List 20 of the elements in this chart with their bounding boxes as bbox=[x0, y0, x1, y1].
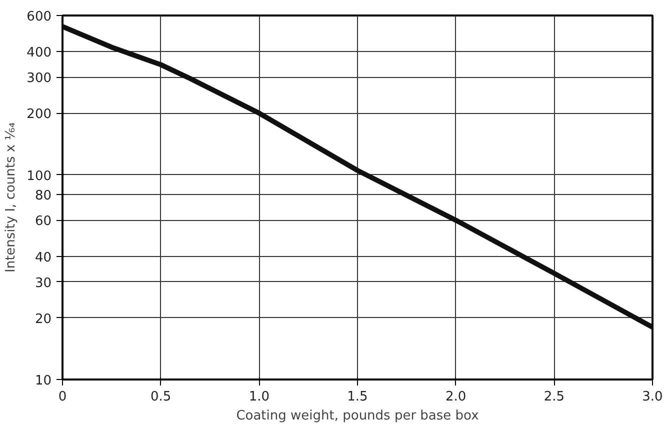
y-tick-label: 60 bbox=[34, 214, 52, 230]
x-tick-label: 0 bbox=[58, 390, 67, 404]
y-tick-label: 40 bbox=[34, 250, 52, 266]
y-tick-label: 300 bbox=[26, 71, 52, 86]
x-tick-label: 2.0 bbox=[445, 390, 466, 404]
x-tick-label: 2.5 bbox=[544, 390, 565, 404]
x-axis-title: Coating weight, pounds per base box bbox=[236, 408, 480, 424]
y-tick-label: 10 bbox=[34, 374, 52, 388]
y-tick-label: 20 bbox=[34, 312, 52, 327]
x-tick-label: 3.0 bbox=[642, 390, 663, 404]
y-tick-label: 80 bbox=[34, 188, 52, 204]
y-axis-title: Intensity I, counts x ¹⁄₆₄ bbox=[4, 122, 19, 273]
y-tick-label: 400 bbox=[26, 46, 52, 61]
x-tick-label: 0.5 bbox=[150, 390, 172, 404]
y-tick-label: 200 bbox=[26, 107, 52, 122]
x-tick-label: 1.0 bbox=[248, 390, 270, 404]
y-tick-label: 600 bbox=[26, 10, 52, 24]
y-tick-label: 100 bbox=[26, 168, 52, 184]
x-tick-label: 1.5 bbox=[347, 390, 368, 404]
y-tick-label: 30 bbox=[34, 276, 52, 291]
